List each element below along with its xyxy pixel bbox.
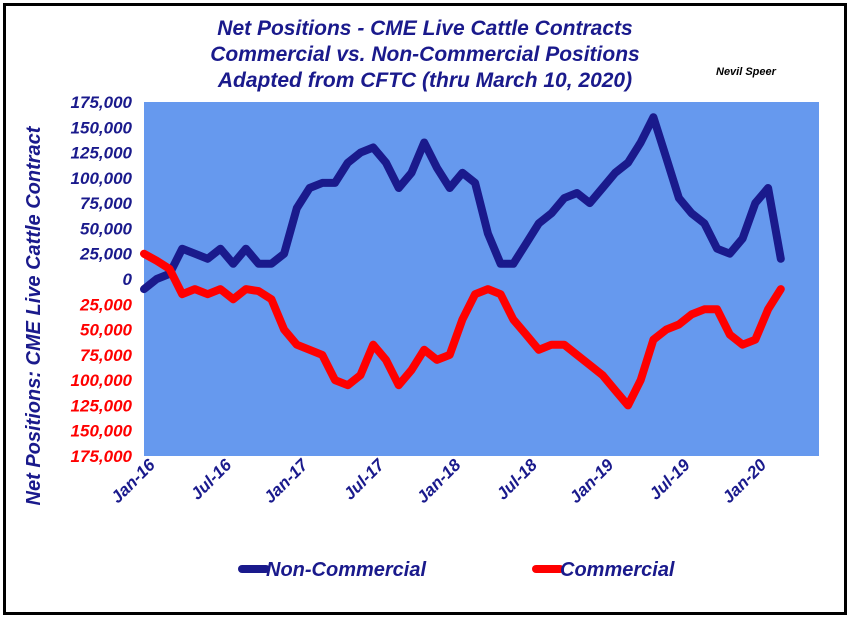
y-tick-label: 100,000 [71,169,133,188]
x-tick-label: Jul-17 [340,454,389,503]
y-tick-label: 175,000 [71,93,133,112]
x-tick-label: Jul-19 [646,455,695,504]
y-tick-label: 75,000 [80,194,133,213]
line-chart: Net Positions - CME Live Cattle Contract… [23,17,819,581]
y-tick-label: 25,000 [79,295,133,314]
y-tick-label: 50,000 [80,219,133,238]
y-tick-label: 75,000 [80,346,133,365]
x-tick-label: Jul-16 [187,455,236,504]
y-tick-label: 100,000 [71,371,133,390]
y-tick-label: 150,000 [71,118,133,137]
x-tick-label: Jan-20 [719,455,771,507]
chart-title-line-3: Adapted from CFTC (thru March 10, 2020) [217,69,632,92]
series-line-commercial [140,249,785,410]
x-axis-ticks: Jan-16 Jul-16 Jan-17 Jul-17 Jan-18 Jul-18 Jan-… [107,454,770,507]
y-tick-label: 25,000 [79,245,133,264]
legend-label-commercial: Commercial [560,559,675,581]
chart-frame: Net Positions - CME Live Cattle Contract… [3,3,847,615]
chart-title-line-1: Net Positions - CME Live Cattle Contract… [217,17,632,40]
series-line-non-commercial [140,113,785,294]
y-tick-label: 125,000 [71,396,133,415]
y-tick-label: 175,000 [71,447,133,466]
x-tick-label: Jan-18 [413,455,465,507]
plot-area [144,102,819,456]
y-tick-label: 0 [123,270,133,289]
series-lines [140,113,785,410]
y-tick-label: 150,000 [71,422,133,441]
chart-credit: Nevil Speer [716,66,777,78]
y-tick-label: 125,000 [71,144,133,163]
y-axis-ticks: 175,000 150,000 125,000 100,000 75,000 50,000… [71,93,133,466]
y-tick-label: 50,000 [80,321,133,340]
legend-label-non-commercial: Non-Commercial [266,559,426,581]
y-axis-label: Net Positions: CME Live Cattle Contract [23,125,45,505]
legend: Non-Commercial Commercial [238,559,675,581]
x-tick-label: Jul-18 [493,455,542,504]
x-tick-label: Jan-19 [566,455,618,507]
chart-title-line-2: Commercial vs. Non-Commercial Positions [210,43,639,66]
x-tick-label: Jan-17 [260,454,313,507]
